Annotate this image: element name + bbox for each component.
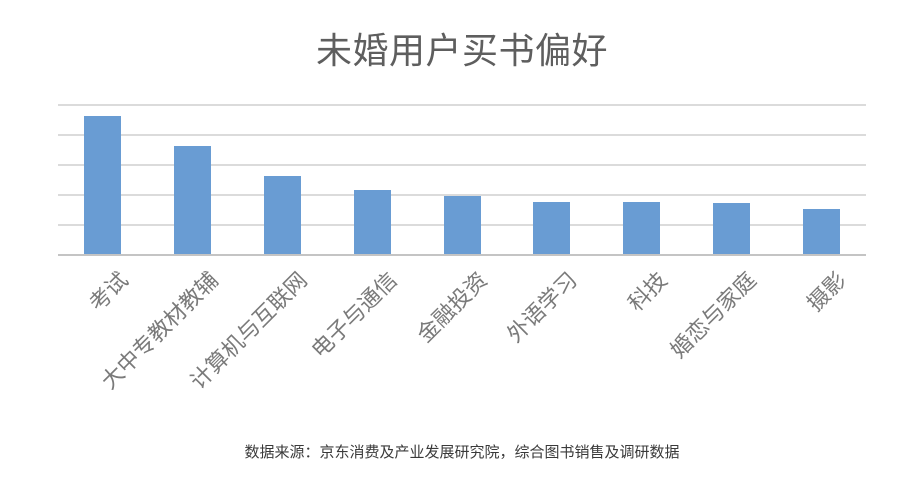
category-label: 科技: [622, 267, 672, 317]
chart-title: 未婚用户买书偏好: [315, 30, 608, 71]
gridline: [58, 134, 866, 136]
data-source-note: 数据来源：京东消费及产业发展研究院，综合图书销售及调研数据: [244, 444, 680, 461]
category-label: 考试: [84, 267, 133, 317]
bar-电子与通信: [353, 190, 391, 255]
bar-大中专教材教辅: [174, 145, 212, 255]
gridline: [58, 194, 866, 196]
category-label: 婚恋与家庭: [665, 267, 762, 363]
gridline: [58, 104, 866, 106]
gridline: [58, 164, 866, 166]
bar-科技: [623, 202, 661, 255]
bar-计算机与互联网: [263, 176, 301, 255]
category-label: 摄影: [802, 267, 852, 317]
x-axis-line: [58, 254, 866, 256]
bar-摄影: [802, 209, 840, 255]
bar-婚恋与家庭: [712, 203, 750, 255]
category-label: 电子与通信: [306, 267, 403, 363]
category-label: 外语学习: [501, 267, 582, 348]
bar-外语学习: [533, 202, 571, 255]
bar-考试: [84, 116, 122, 255]
category-label: 金融投资: [412, 267, 492, 348]
bar-金融投资: [443, 196, 481, 255]
